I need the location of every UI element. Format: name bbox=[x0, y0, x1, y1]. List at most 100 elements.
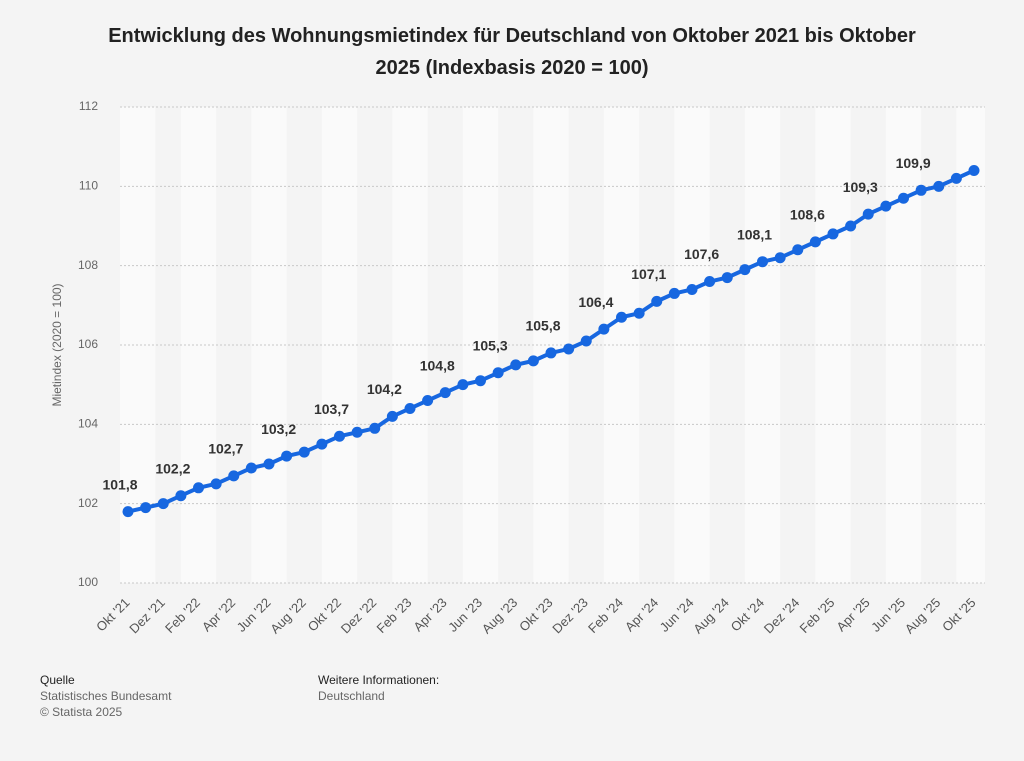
point bbox=[598, 323, 610, 335]
y-tick-label: 100 bbox=[78, 575, 98, 589]
point bbox=[915, 184, 927, 196]
x-tick-label: Feb '25 bbox=[797, 595, 838, 636]
point bbox=[721, 272, 733, 284]
x-tick-label: Okt '25 bbox=[939, 595, 978, 634]
point bbox=[616, 311, 627, 323]
point bbox=[686, 283, 698, 295]
point bbox=[651, 295, 663, 307]
data-label: 103,7 bbox=[314, 401, 349, 417]
point bbox=[862, 208, 874, 220]
point bbox=[316, 438, 328, 450]
x-tick-label: Feb '23 bbox=[374, 595, 415, 636]
point bbox=[298, 446, 310, 458]
x-tick-label: Jun '25 bbox=[868, 595, 908, 635]
x-tick-label: Aug '25 bbox=[902, 595, 943, 636]
point bbox=[898, 192, 909, 204]
x-tick-label: Apr '23 bbox=[410, 595, 449, 634]
point bbox=[933, 180, 945, 192]
point bbox=[122, 506, 134, 518]
point bbox=[281, 450, 293, 462]
data-label: 102,2 bbox=[155, 460, 190, 476]
point bbox=[175, 490, 187, 502]
point bbox=[492, 367, 504, 379]
x-tick-label: Jun '23 bbox=[445, 595, 485, 635]
x-tick-label: Dez '23 bbox=[549, 595, 590, 636]
point bbox=[880, 200, 892, 212]
data-label: 107,1 bbox=[631, 266, 666, 282]
stripe bbox=[180, 107, 217, 583]
point bbox=[774, 252, 786, 264]
data-label: 106,4 bbox=[578, 294, 613, 310]
point bbox=[580, 335, 592, 347]
point bbox=[422, 395, 434, 407]
point bbox=[633, 307, 645, 319]
y-tick-label: 110 bbox=[79, 179, 98, 193]
point bbox=[157, 498, 169, 510]
x-tick-label: Apr '22 bbox=[199, 595, 238, 634]
y-tick-label: 112 bbox=[79, 99, 98, 113]
y-axis-label: Mietindex (2020 = 100) bbox=[50, 283, 64, 406]
data-label: 105,3 bbox=[473, 337, 508, 353]
data-label: 101,8 bbox=[102, 476, 137, 492]
x-tick-label: Aug '23 bbox=[479, 595, 520, 636]
point bbox=[228, 470, 240, 482]
point bbox=[404, 402, 416, 414]
x-tick-label: Okt '23 bbox=[516, 595, 555, 634]
point bbox=[545, 347, 557, 359]
point bbox=[334, 430, 345, 442]
copyright: © Statista 2025 bbox=[40, 705, 123, 719]
point bbox=[827, 228, 839, 240]
x-tick-label: Okt '24 bbox=[728, 595, 767, 634]
x-tick-label: Feb '22 bbox=[162, 595, 203, 636]
data-label: 107,6 bbox=[684, 246, 719, 262]
x-tick-label: Jun '22 bbox=[234, 595, 274, 635]
x-tick-label: Feb '24 bbox=[585, 595, 626, 636]
point bbox=[845, 220, 857, 232]
data-label: 103,2 bbox=[261, 421, 296, 437]
info-text: Deutschland bbox=[318, 689, 385, 703]
y-tick-label: 108 bbox=[78, 258, 98, 272]
stripe bbox=[533, 107, 569, 583]
point bbox=[245, 462, 257, 474]
point bbox=[757, 256, 768, 268]
y-tick-label: 104 bbox=[78, 417, 98, 431]
data-label: 108,1 bbox=[737, 226, 772, 242]
source-text: Statistisches Bundesamt bbox=[40, 689, 172, 703]
y-tick-label: 106 bbox=[78, 337, 98, 351]
x-tick-label: Dez '22 bbox=[338, 595, 379, 636]
point bbox=[140, 502, 152, 514]
point bbox=[210, 478, 222, 490]
point bbox=[968, 164, 980, 176]
stripe bbox=[744, 107, 781, 583]
data-label: 104,8 bbox=[420, 357, 455, 373]
point bbox=[809, 236, 821, 248]
stripe bbox=[885, 107, 922, 583]
x-tick-label: Apr '25 bbox=[833, 595, 872, 634]
point bbox=[457, 379, 469, 391]
data-label: 105,8 bbox=[525, 318, 560, 334]
x-tick-label: Dez '24 bbox=[761, 595, 802, 636]
point bbox=[704, 276, 716, 288]
point bbox=[792, 244, 804, 256]
x-tick-label: Okt '21 bbox=[93, 595, 132, 634]
point bbox=[510, 359, 522, 371]
stripe bbox=[321, 107, 358, 583]
point bbox=[475, 375, 486, 387]
data-label: 104,2 bbox=[367, 381, 402, 397]
point bbox=[439, 387, 451, 399]
info: Weitere Informationen: Deutschland bbox=[318, 672, 439, 704]
x-tick-label: Apr '24 bbox=[622, 595, 661, 634]
data-label: 108,6 bbox=[790, 207, 825, 223]
data-label: 109,3 bbox=[843, 179, 878, 195]
source-heading: Quelle bbox=[40, 673, 75, 687]
x-tick-label: Dez '21 bbox=[126, 595, 167, 636]
point bbox=[369, 422, 381, 434]
x-tick-label: Aug '24 bbox=[690, 595, 731, 636]
data-label: 109,9 bbox=[896, 155, 931, 171]
point bbox=[563, 343, 575, 355]
x-tick-label: Jun '24 bbox=[657, 595, 697, 635]
point bbox=[386, 410, 398, 422]
y-tick-label: 102 bbox=[78, 496, 98, 510]
